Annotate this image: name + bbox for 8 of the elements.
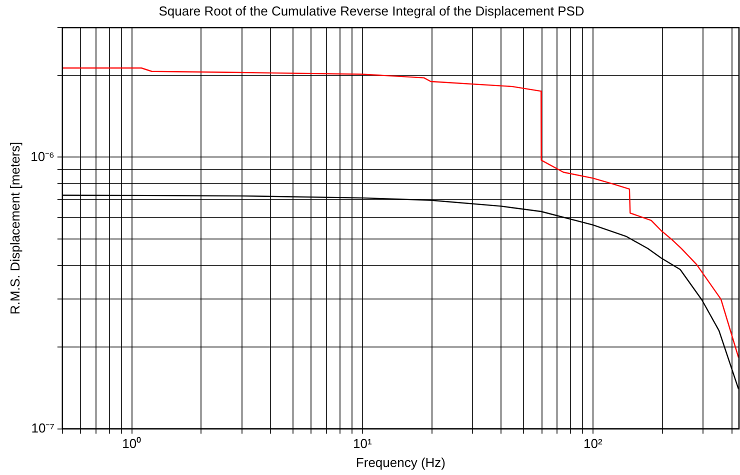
x-tick-label: 10¹ [352, 436, 372, 452]
y-axis-title: R.M.S. Displacement [meters] [7, 142, 22, 315]
x-tick-label: 10⁰ [122, 436, 142, 452]
y-tick-label: 10⁻⁷ [31, 420, 55, 436]
x-axis-title: Frequency (Hz) [356, 454, 446, 470]
chart-title: Square Root of the Cumulative Reverse Integral of the Displacement PSD [158, 3, 584, 18]
x-tick-label: 10² [584, 436, 604, 452]
y-tick-label: 10⁻⁶ [30, 148, 54, 164]
